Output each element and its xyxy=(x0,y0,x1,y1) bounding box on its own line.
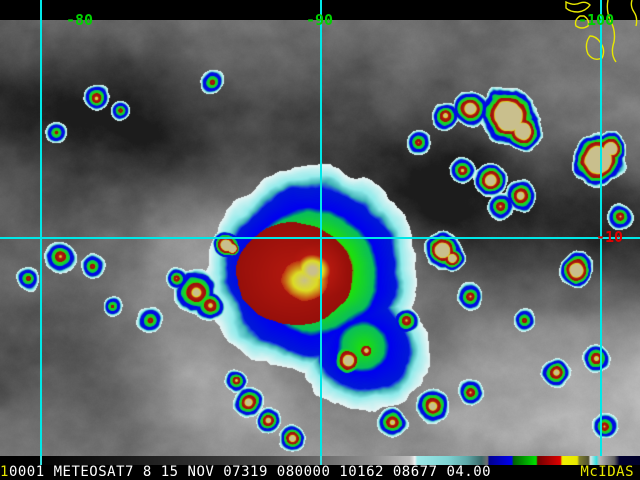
status-bar: 10001 METEOSAT7 8 15 NOV 07319 080000 10… xyxy=(0,456,640,480)
longitude-label-80: -80 xyxy=(66,11,94,29)
gridline-longitude-90 xyxy=(320,0,322,456)
longitude-label-100: -100 xyxy=(578,11,615,29)
ramp-tick-mid xyxy=(320,456,322,465)
gridline-longitude-80 xyxy=(40,0,42,456)
status-text-rest: 0001 METEOSAT7 8 15 NOV 07319 080000 101… xyxy=(8,464,492,480)
gridline-longitude-100 xyxy=(600,0,602,456)
ramp-tick-left xyxy=(40,456,42,465)
mcidas-brand-label: McIDAS xyxy=(580,464,634,480)
gridline-latitude-10 xyxy=(0,237,640,239)
status-text-line: 10001 METEOSAT7 8 15 NOV 07319 080000 10… xyxy=(0,465,640,480)
frame-number: 1 xyxy=(0,464,9,480)
latitude-label-10: -10 xyxy=(596,228,624,246)
longitude-label-90: -90 xyxy=(306,11,334,29)
